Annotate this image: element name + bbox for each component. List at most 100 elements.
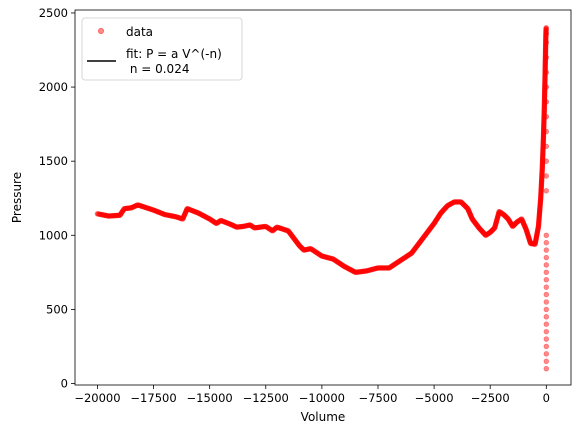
- data-point: [541, 92, 548, 98]
- data-point: [362, 268, 368, 274]
- data-point: [542, 80, 548, 86]
- data-point: [480, 229, 486, 235]
- data-point: [334, 258, 340, 265]
- data-point: [528, 240, 535, 247]
- data-point: [357, 269, 363, 275]
- data-point: [468, 213, 474, 219]
- data-point: [391, 262, 397, 268]
- data-point: [435, 214, 442, 220]
- data-point: [428, 224, 434, 231]
- data-point: [324, 254, 330, 261]
- data-point: [222, 219, 228, 225]
- data-point: [536, 215, 542, 222]
- data-point: [537, 197, 544, 203]
- data-point: [349, 268, 356, 274]
- data-point: [537, 199, 544, 205]
- data-point: [164, 212, 171, 218]
- data-point: [471, 219, 478, 225]
- data-point: [415, 241, 422, 247]
- data-point: [384, 265, 391, 271]
- data-point: [538, 193, 544, 200]
- data-point: [238, 223, 244, 230]
- data-point: [538, 191, 544, 198]
- data-point: [302, 247, 309, 253]
- data-point: [541, 109, 547, 115]
- data-point: [467, 211, 473, 217]
- data-point: [519, 218, 526, 225]
- data-point: [416, 240, 422, 246]
- data-point: [385, 265, 392, 271]
- data-point: [502, 212, 508, 219]
- data-point: [539, 174, 545, 181]
- data-point: [511, 222, 518, 228]
- data-point: [221, 219, 227, 225]
- data-point: [541, 115, 547, 121]
- data-point: [522, 225, 529, 231]
- data-point: [539, 175, 545, 182]
- data-point: [128, 205, 134, 211]
- data-point: [532, 241, 538, 247]
- data-point: [435, 214, 441, 221]
- data-point: [502, 213, 509, 219]
- data-point: [539, 158, 546, 165]
- data-point: [112, 212, 119, 219]
- data-point: [526, 236, 532, 243]
- data-point: [488, 229, 494, 235]
- data-point: [543, 240, 550, 246]
- data-point: [465, 207, 472, 213]
- data-point: [541, 114, 547, 121]
- data-point: [271, 226, 278, 232]
- data-point: [493, 218, 500, 224]
- data-point: [438, 209, 445, 216]
- data-point: [540, 130, 547, 137]
- data-point: [534, 229, 541, 236]
- data-point: [543, 36, 549, 43]
- data-point: [302, 247, 308, 253]
- data-point: [436, 212, 443, 218]
- data-point: [539, 165, 545, 172]
- data-point: [160, 211, 166, 217]
- data-point: [183, 207, 190, 213]
- data-point: [473, 221, 480, 228]
- data-point: [319, 253, 325, 259]
- data-point: [308, 246, 315, 252]
- data-point: [259, 224, 266, 230]
- data-point: [356, 269, 362, 275]
- data-point: [200, 213, 207, 219]
- y-tick-label: 2000: [39, 80, 68, 94]
- data-point: [154, 208, 160, 215]
- data-point: [539, 160, 546, 166]
- data-point: [470, 216, 476, 223]
- data-point: [542, 67, 548, 73]
- data-point: [491, 225, 498, 231]
- data-point: [225, 220, 231, 227]
- data-point: [475, 223, 481, 230]
- data-point: [291, 236, 298, 243]
- data-point: [346, 266, 352, 272]
- data-point: [326, 255, 333, 261]
- data-point: [430, 222, 436, 228]
- data-point: [209, 217, 215, 224]
- data-point: [269, 228, 276, 234]
- data-point: [332, 257, 339, 264]
- data-point: [408, 250, 414, 257]
- data-point: [397, 257, 404, 264]
- data-point: [165, 212, 171, 218]
- data-point: [383, 265, 390, 271]
- data-point: [352, 269, 358, 275]
- data-point: [462, 202, 468, 209]
- data-point: [543, 358, 550, 364]
- data-point: [272, 226, 278, 232]
- data-markers-sparse: [543, 31, 550, 372]
- data-point: [416, 239, 423, 246]
- data-point: [419, 236, 425, 243]
- data-point: [205, 215, 211, 221]
- data-point: [158, 210, 165, 216]
- data-point: [536, 218, 542, 224]
- data-point: [536, 219, 542, 225]
- data-point: [278, 225, 284, 232]
- data-point: [346, 266, 353, 272]
- data-point: [539, 172, 545, 178]
- data-point: [432, 218, 439, 224]
- data-point: [542, 82, 548, 88]
